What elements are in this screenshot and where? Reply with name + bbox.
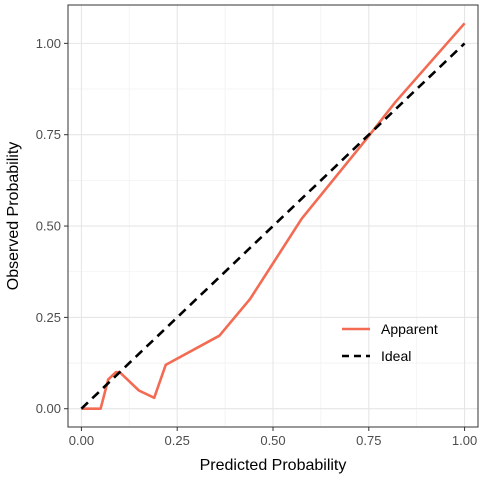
- legend: Apparent Ideal: [342, 321, 438, 364]
- y-tick-label: 0.25: [36, 310, 61, 325]
- legend-item-apparent: Apparent: [342, 321, 438, 337]
- x-tick-label: 0.50: [260, 433, 285, 448]
- y-tick-label: 1.00: [36, 36, 61, 51]
- x-tick-label: 0.75: [356, 433, 381, 448]
- x-tick-label: 1.00: [452, 433, 477, 448]
- x-axis-title: Predicted Probability: [200, 457, 347, 474]
- grid-lines: [68, 5, 478, 427]
- y-tick-label: 0.00: [36, 401, 61, 416]
- x-tick-label: 0.00: [69, 433, 94, 448]
- axes: 0.00 0.25 0.50 0.75 1.00 0.00 0.25 0.50 0.75 1.00: [36, 4, 479, 448]
- series-lines: [80, 22, 466, 410]
- series-line-ideal: [80, 42, 466, 410]
- legend-item-ideal: Ideal: [342, 348, 411, 364]
- y-axis-title: Observed Probability: [5, 142, 22, 291]
- x-tick-label: 0.25: [165, 433, 190, 448]
- y-tick-label: 0.50: [36, 219, 61, 234]
- series-line-apparent: [81, 22, 466, 410]
- legend-label-ideal: Ideal: [381, 348, 411, 364]
- y-tick-label: 0.75: [36, 127, 61, 142]
- legend-label-apparent: Apparent: [381, 321, 438, 337]
